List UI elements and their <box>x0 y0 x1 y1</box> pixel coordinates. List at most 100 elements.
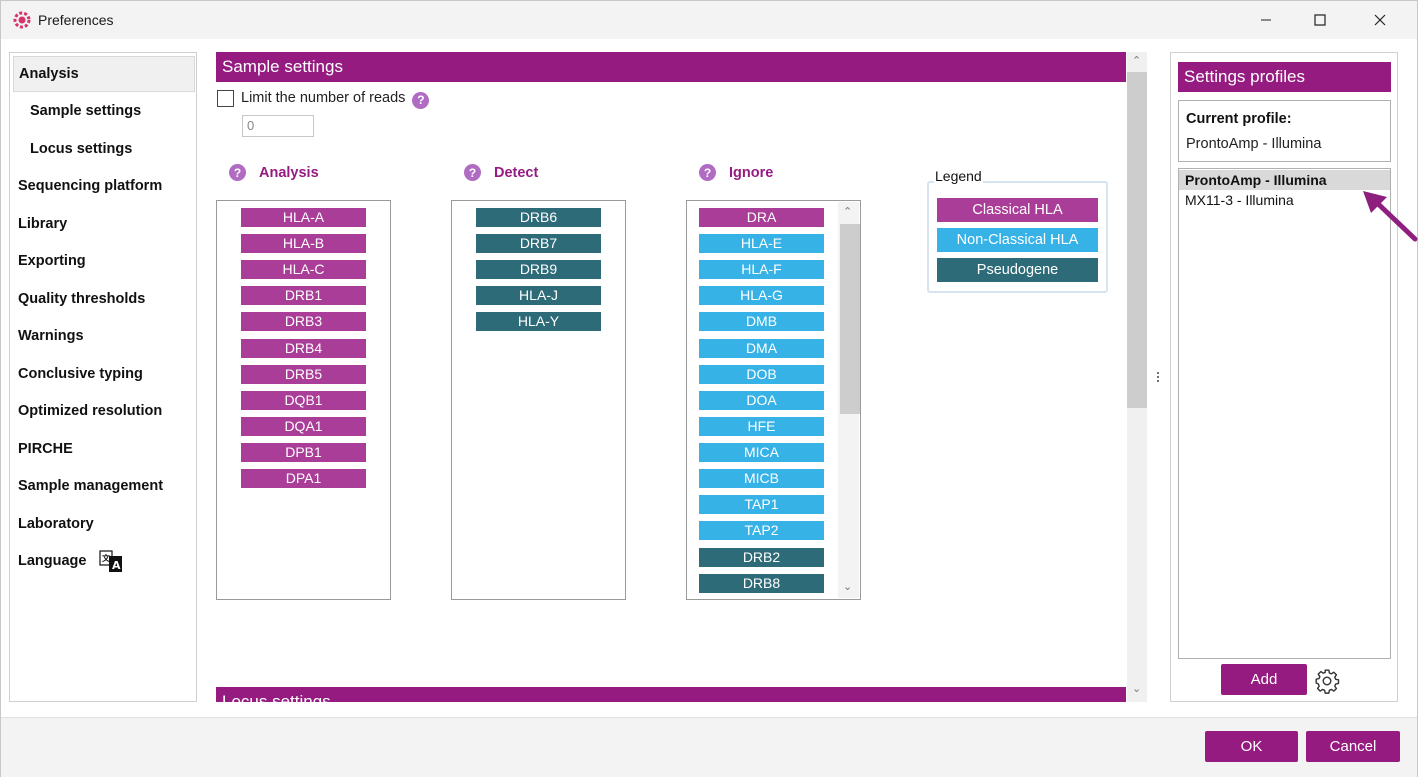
translate-icon: 文 A <box>98 550 122 573</box>
nav-item-quality-thresholds[interactable]: Quality thresholds <box>18 291 146 307</box>
analysis-heading-label: Analysis <box>259 164 319 181</box>
detect-locus-list[interactable]: DRB6 DRB7 DRB9 HLA-J HLA-Y <box>451 200 626 600</box>
legend-pseudogene: Pseudogene <box>937 258 1098 282</box>
help-icon[interactable]: ? <box>464 164 481 181</box>
locus-chip[interactable]: DPB1 <box>241 443 366 462</box>
detect-column-heading: ? Detect <box>464 164 538 181</box>
locus-chip[interactable]: HLA-F <box>699 260 824 279</box>
app-icon <box>13 11 31 29</box>
settings-profiles-panel: Settings profiles Current profile: Pront… <box>1170 52 1398 702</box>
ignore-heading-label: Ignore <box>729 164 774 181</box>
scroll-up-icon[interactable]: ⌃ <box>843 206 853 218</box>
locus-chip[interactable]: DRB2 <box>699 548 824 567</box>
nav-item-conclusive-typing[interactable]: Conclusive typing <box>18 366 143 382</box>
grip-icon <box>1157 372 1159 382</box>
minimize-button[interactable] <box>1239 1 1293 39</box>
locus-chip[interactable]: MICB <box>699 469 824 488</box>
locus-chip[interactable]: HFE <box>699 417 824 436</box>
ignore-column-heading: ? Ignore <box>699 164 773 181</box>
profile-item-mx11-3[interactable]: MX11-3 - Illumina <box>1185 192 1294 208</box>
locus-chip[interactable]: DRB6 <box>476 208 601 227</box>
locus-chip[interactable]: HLA-E <box>699 234 824 253</box>
nav-item-laboratory[interactable]: Laboratory <box>18 516 94 532</box>
reads-limit-input[interactable]: 0 <box>242 115 314 137</box>
main-scrollbar[interactable]: ⌃ ⌄ <box>1127 52 1147 702</box>
locus-chip[interactable]: DRB9 <box>476 260 601 279</box>
scroll-up-icon[interactable]: ⌃ <box>1132 55 1142 67</box>
profile-item-prontoamp[interactable]: ProntoAmp - Illumina <box>1179 170 1390 190</box>
main-scroll-thumb[interactable] <box>1127 72 1147 408</box>
locus-chip[interactable]: HLA-A <box>241 208 366 227</box>
locus-chip[interactable]: DMA <box>699 339 824 358</box>
analysis-locus-list[interactable]: HLA-A HLA-B HLA-C DRB1 DRB3 DRB4 DRB5 DQ… <box>216 200 391 600</box>
locus-chip[interactable]: MICA <box>699 443 824 462</box>
locus-chip[interactable]: DRB5 <box>241 365 366 384</box>
locus-chip[interactable]: HLA-B <box>241 234 366 253</box>
scroll-down-icon[interactable]: ⌄ <box>843 581 853 593</box>
window-title: Preferences <box>38 12 114 28</box>
locus-chip[interactable]: DOB <box>699 365 824 384</box>
locus-chip[interactable]: DMB <box>699 312 824 331</box>
add-profile-button[interactable]: Add <box>1221 664 1307 695</box>
locus-chip[interactable]: HLA-Y <box>476 312 601 331</box>
ignore-locus-list[interactable]: DRA HLA-E HLA-F HLA-G DMB DMA DOB DOA HF… <box>686 200 861 600</box>
nav-item-exporting[interactable]: Exporting <box>18 253 86 269</box>
legend-box: Classical HLA Non-Classical HLA Pseudoge… <box>927 181 1108 293</box>
help-icon[interactable]: ? <box>412 91 430 109</box>
limit-reads-checkbox[interactable] <box>217 90 234 107</box>
nav-item-locus-settings[interactable]: Locus settings <box>30 141 133 157</box>
locus-chip[interactable]: TAP2 <box>699 521 824 540</box>
nav-item-language[interactable]: Language 文 A <box>10 543 196 579</box>
legend-title: Legend <box>934 168 983 184</box>
current-profile-box: Current profile: ProntoAmp - Illumina <box>1178 100 1391 162</box>
locus-chip[interactable]: DQB1 <box>241 391 366 410</box>
gear-icon[interactable] <box>1314 668 1340 694</box>
scroll-down-icon[interactable]: ⌄ <box>1132 683 1142 695</box>
locus-chip[interactable]: HLA-C <box>241 260 366 279</box>
ignore-list-scroll-thumb[interactable] <box>840 224 860 414</box>
limit-reads-text: Limit the number of reads <box>241 90 406 106</box>
nav-item-sample-settings[interactable]: Sample settings <box>30 103 142 119</box>
locus-chip[interactable]: DRB8 <box>699 574 824 593</box>
nav-item-language-label: Language <box>18 553 87 569</box>
help-icon[interactable]: ? <box>229 164 246 181</box>
locus-chip[interactable]: HLA-G <box>699 286 824 305</box>
panel-splitter[interactable] <box>1154 52 1162 702</box>
settings-profiles-header: Settings profiles <box>1178 62 1391 92</box>
close-icon <box>1374 14 1386 26</box>
ignore-list-scrollbar[interactable]: ⌃ ⌄ <box>838 202 860 598</box>
locus-chip[interactable]: DRB3 <box>241 312 366 331</box>
current-profile-value: ProntoAmp - Illumina <box>1186 136 1322 152</box>
ok-button[interactable]: OK <box>1205 731 1298 762</box>
locus-chip[interactable]: DRA <box>699 208 824 227</box>
profile-list[interactable]: ProntoAmp - Illumina MX11-3 - Illumina <box>1178 168 1391 659</box>
minimize-icon <box>1261 19 1271 21</box>
analysis-column-heading: ? Analysis <box>229 164 319 181</box>
locus-settings-header: Locus settings <box>216 687 1126 702</box>
nav-item-analysis[interactable]: Analysis <box>13 56 195 92</box>
locus-chip[interactable]: DRB4 <box>241 339 366 358</box>
locus-chip[interactable]: DPA1 <box>241 469 366 488</box>
nav-item-optimized-resolution[interactable]: Optimized resolution <box>18 403 163 419</box>
locus-chip[interactable]: DQA1 <box>241 417 366 436</box>
maximize-button[interactable] <box>1293 1 1347 39</box>
locus-chip[interactable]: DRB1 <box>241 286 366 305</box>
cancel-button[interactable]: Cancel <box>1306 731 1400 762</box>
limit-reads-label: Limit the number of reads ? <box>241 90 430 109</box>
locus-chip[interactable]: DRB7 <box>476 234 601 253</box>
locus-chip[interactable]: HLA-J <box>476 286 601 305</box>
help-icon[interactable]: ? <box>699 164 716 181</box>
settings-nav: Analysis Sample settings Locus settings … <box>9 52 197 702</box>
nav-item-pirche[interactable]: PIRCHE <box>18 441 73 457</box>
nav-item-library[interactable]: Library <box>18 216 68 232</box>
close-button[interactable] <box>1353 1 1407 39</box>
detect-heading-label: Detect <box>494 164 539 181</box>
nav-item-sequencing-platform[interactable]: Sequencing platform <box>18 178 163 194</box>
nav-item-sample-management[interactable]: Sample management <box>18 478 164 494</box>
svg-text:A: A <box>112 559 121 572</box>
nav-item-warnings[interactable]: Warnings <box>18 328 84 344</box>
title-bar: Preferences <box>1 1 1417 39</box>
locus-chip[interactable]: TAP1 <box>699 495 824 514</box>
locus-chip[interactable]: DOA <box>699 391 824 410</box>
